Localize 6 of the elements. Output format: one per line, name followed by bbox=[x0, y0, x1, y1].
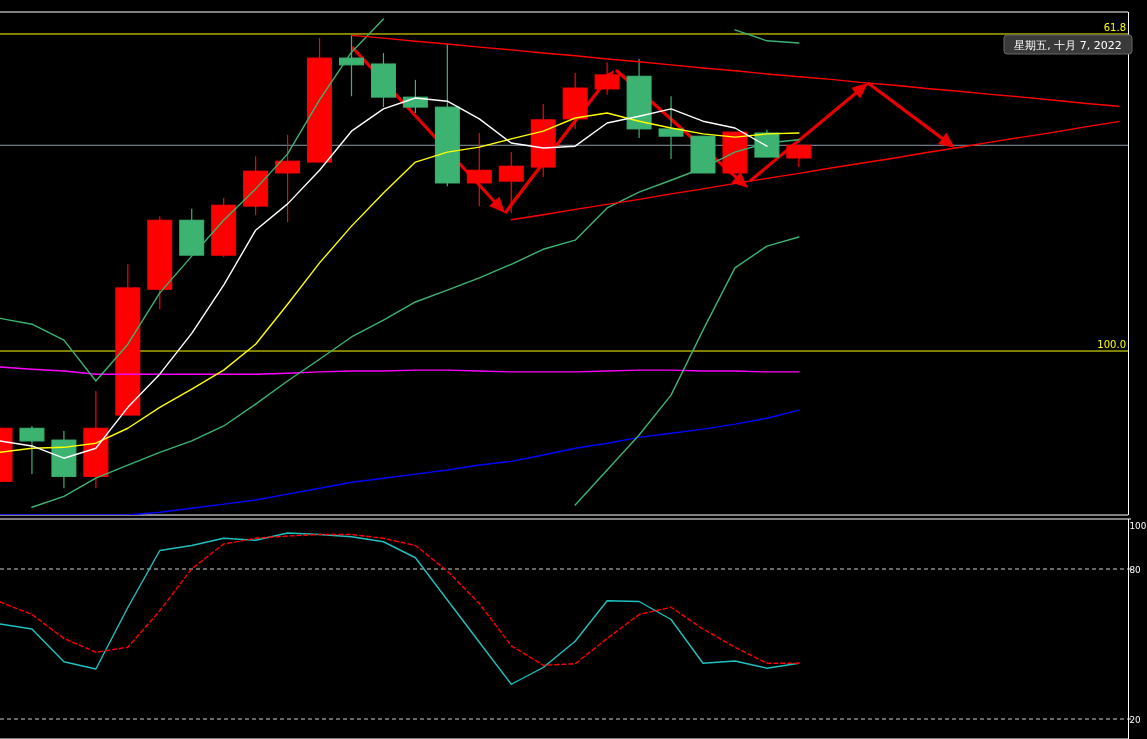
y-tick-label: 20 bbox=[1129, 715, 1142, 725]
annotation: 100.0 bbox=[1097, 339, 1126, 351]
y-tick-label: 80 bbox=[1129, 565, 1142, 575]
annotation: 61.8 bbox=[1103, 21, 1126, 33]
y-tick-label: 100 bbox=[1129, 521, 1147, 531]
annotation: 星期五, 十月 7, 2022 bbox=[1014, 39, 1122, 52]
